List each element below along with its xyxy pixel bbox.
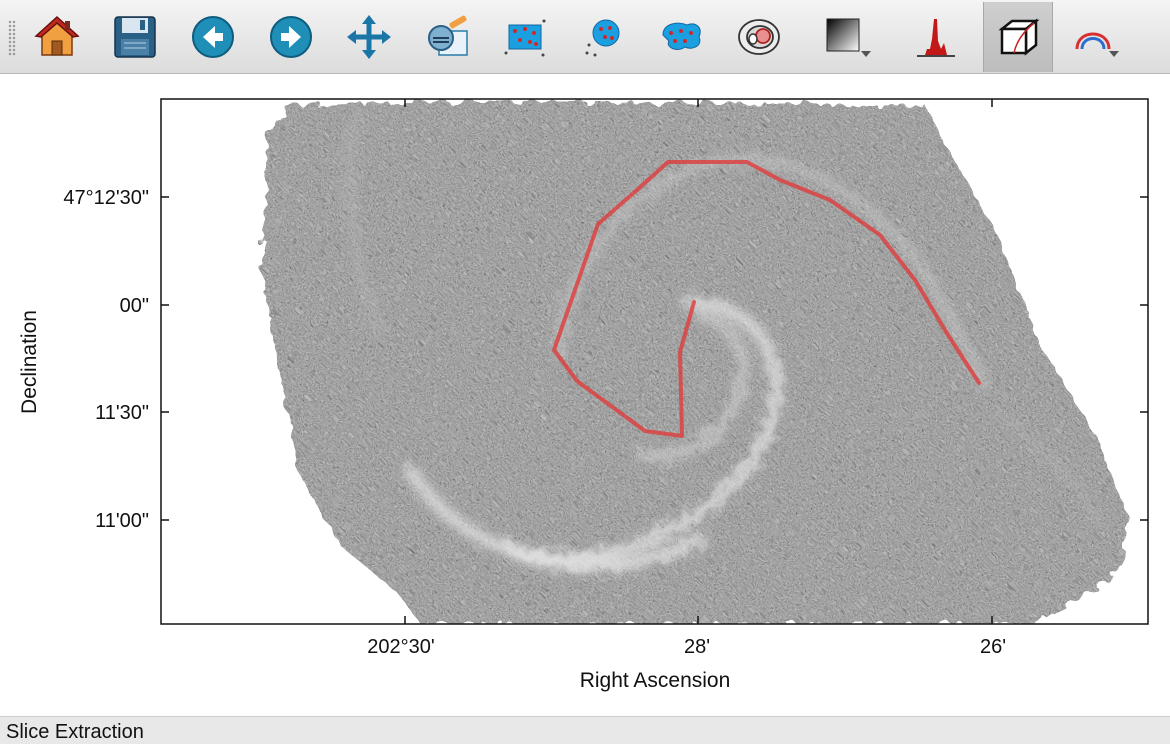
save-button[interactable] xyxy=(110,12,160,62)
save-icon xyxy=(114,16,156,58)
rectangle-roi-icon xyxy=(504,19,546,57)
plot-area: 202°30' 28' 26' 47°12'30" 00" 11'30" 11'… xyxy=(0,75,1170,716)
contour-icon xyxy=(738,19,780,55)
polygon-roi-icon xyxy=(662,22,701,50)
toolbar-grip[interactable] xyxy=(8,20,16,56)
slice-path[interactable] xyxy=(552,160,981,438)
image-canvas[interactable]: 202°30' 28' 26' 47°12'30" 00" 11'30" 11'… xyxy=(0,75,1170,716)
home-button[interactable] xyxy=(32,12,82,62)
plot-frame xyxy=(160,98,1149,625)
y-tick-label: 00" xyxy=(120,295,149,317)
colormap-icon xyxy=(826,18,871,57)
y-tick-label: 11'30" xyxy=(95,402,149,424)
y-ticks xyxy=(161,196,1148,521)
pan-button[interactable] xyxy=(344,12,394,62)
spectrum-button[interactable] xyxy=(1070,12,1120,62)
x-axis-title: Right Ascension xyxy=(580,669,731,692)
circle-roi-icon xyxy=(585,19,620,57)
polygon-roi-button[interactable] xyxy=(656,12,706,62)
x-tick-label: 202°30' xyxy=(367,636,434,658)
back-button[interactable] xyxy=(188,12,238,62)
toolbar xyxy=(0,0,1170,74)
back-icon xyxy=(192,16,234,58)
forward-icon xyxy=(270,16,312,58)
forward-button[interactable] xyxy=(266,12,316,62)
contrast-button[interactable] xyxy=(422,12,472,62)
circle-roi-button[interactable] xyxy=(578,12,628,62)
status-text: Slice Extraction xyxy=(6,721,144,743)
status-bar: Slice Extraction xyxy=(0,716,1170,744)
contrast-icon xyxy=(428,15,468,56)
colormap-button[interactable] xyxy=(822,12,872,62)
y-tick-label: 47°12'30" xyxy=(63,187,149,209)
contour-button[interactable] xyxy=(734,12,784,62)
home-icon xyxy=(34,15,80,56)
histogram-icon xyxy=(917,19,955,57)
spectrum-icon xyxy=(1075,32,1119,57)
x-tick-label: 28' xyxy=(684,636,710,658)
x-tick-label: 26' xyxy=(980,636,1006,658)
histogram-button[interactable] xyxy=(910,12,960,62)
cube-icon xyxy=(998,18,1040,56)
y-tick-label: 11'00" xyxy=(95,510,149,532)
y-axis-title: Declination xyxy=(18,310,41,414)
x-ticks xyxy=(404,99,993,624)
pan-icon xyxy=(347,15,391,59)
cube-button[interactable] xyxy=(983,2,1053,72)
rectangle-roi-button[interactable] xyxy=(500,12,550,62)
